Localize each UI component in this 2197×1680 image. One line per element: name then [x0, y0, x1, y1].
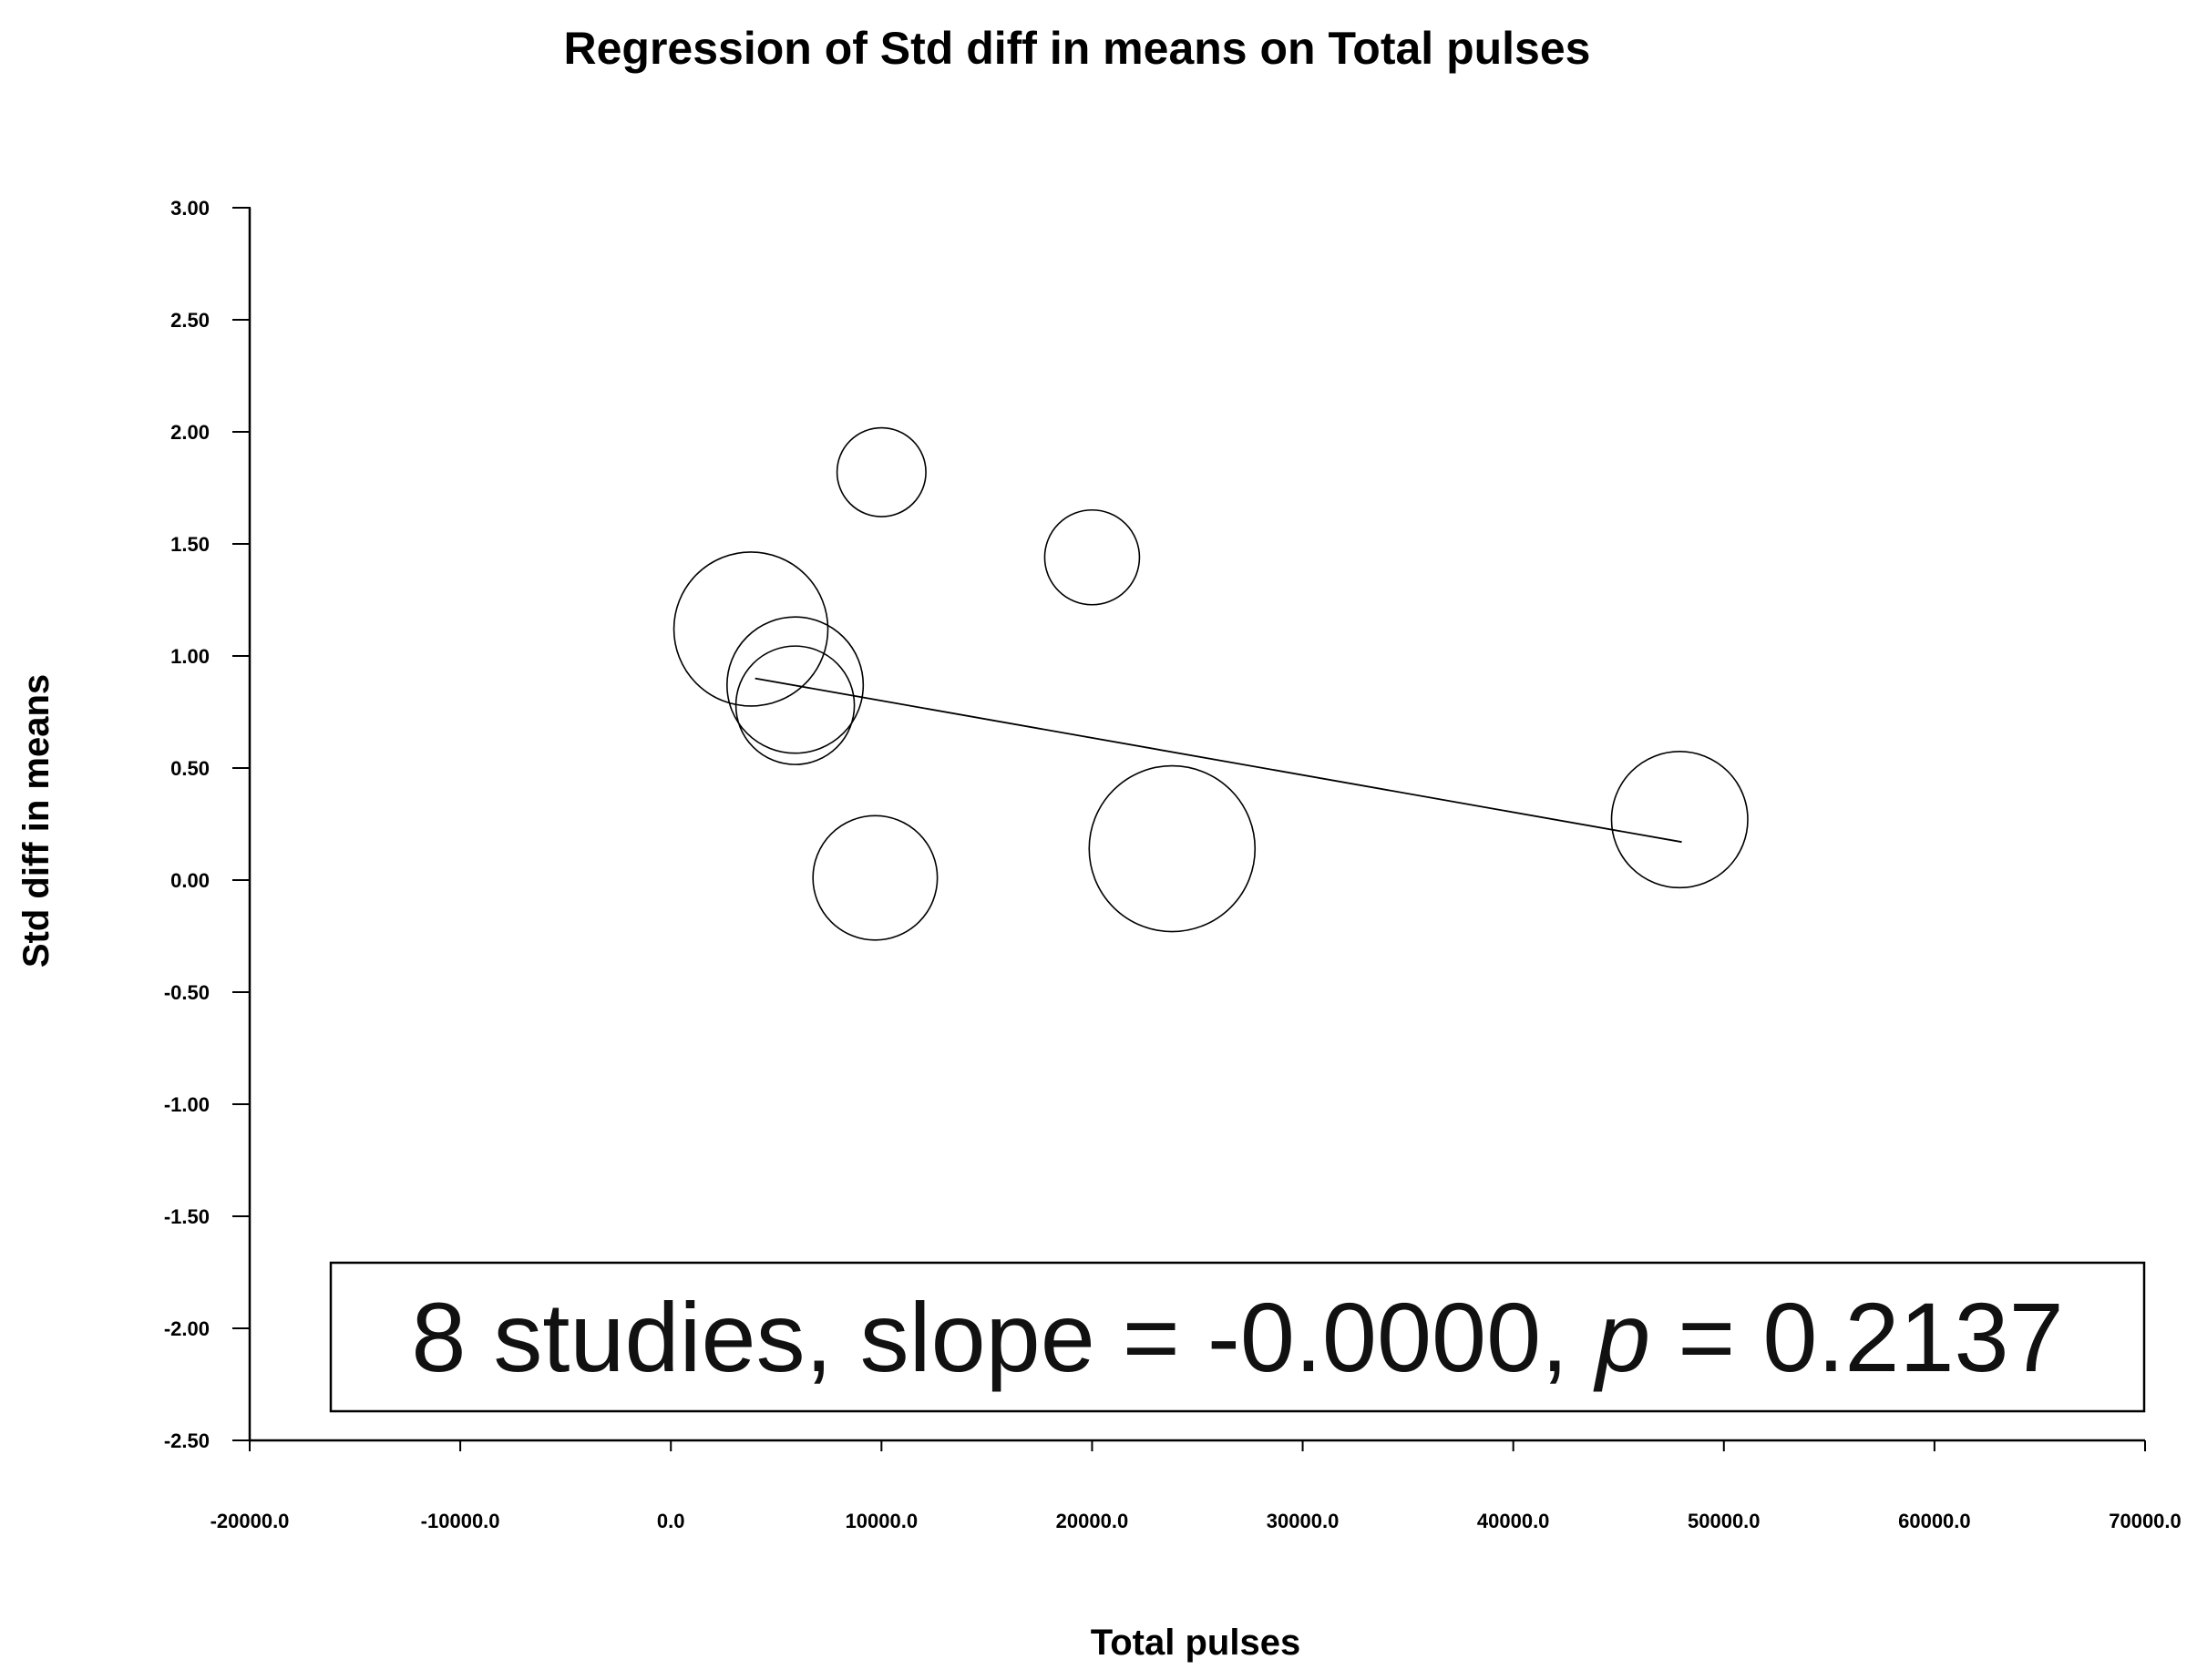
x-tick-label: 70000.0 — [2109, 1510, 2182, 1532]
y-tick-label: -2.50 — [164, 1429, 210, 1452]
regression-line — [755, 677, 1682, 844]
study-bubble — [1610, 751, 1749, 889]
chart-title: Regression of Std diff in means on Total… — [564, 23, 1591, 74]
y-tick-label: -1.50 — [164, 1205, 210, 1228]
y-axis-ticks: 3.00 2.50 2.00 1.50 1.00 0.50 0.00 -0.50 -1.00 -1… — [164, 197, 251, 1452]
x-axis-title: Total pulses — [1091, 1623, 1300, 1663]
study-bubble — [836, 426, 927, 517]
y-tick-label: 0.50 — [170, 757, 210, 780]
study-bubble — [726, 616, 865, 754]
y-tick-label: -0.50 — [164, 981, 210, 1004]
x-tick-label: 60000.0 — [1898, 1510, 1971, 1532]
x-tick-label: 30000.0 — [1267, 1510, 1340, 1532]
y-tick-label: 2.50 — [170, 309, 210, 332]
x-tick-label: -20000.0 — [210, 1510, 290, 1532]
annotation-box — [329, 1261, 2146, 1413]
x-tick-label: -10000.0 — [421, 1510, 500, 1532]
x-tick-label: 20000.0 — [1056, 1510, 1129, 1532]
study-bubble — [1043, 508, 1141, 606]
y-tick-label: 3.00 — [170, 197, 210, 220]
y-tick-label: -1.00 — [164, 1093, 210, 1116]
y-tick-label: 0.00 — [170, 869, 210, 892]
y-tick-label: -2.00 — [164, 1317, 210, 1340]
study-bubble — [1088, 764, 1257, 933]
y-tick-label: 1.00 — [170, 645, 210, 668]
study-bubbles — [672, 426, 1749, 941]
y-tick-label: 1.50 — [170, 533, 210, 556]
x-tick-label: 10000.0 — [846, 1510, 919, 1532]
study-bubble — [672, 551, 829, 707]
study-bubble — [812, 814, 939, 941]
x-axis-ticks: -20000.0 -10000.0 0.0 10000.0 20000.0 30000.0… — [210, 1440, 2182, 1532]
annotation-p-symbol: p — [1593, 1282, 1650, 1392]
annotation-text: 8 studies, slope = -0.0000, p = 0.2137 — [411, 1282, 2063, 1392]
x-tick-label: 0.0 — [657, 1510, 685, 1532]
y-tick-label: 2.00 — [170, 421, 210, 444]
annotation-suffix: = 0.2137 — [1650, 1282, 2063, 1392]
plot-area: 3.00 2.50 2.00 1.50 1.00 0.50 0.00 -0.50 -1.00 -1… — [164, 197, 2182, 1532]
x-tick-label: 40000.0 — [1477, 1510, 1550, 1532]
y-axis-title: Std diff in means — [16, 674, 56, 968]
study-bubble — [734, 645, 856, 765]
x-tick-label: 50000.0 — [1688, 1510, 1761, 1532]
annotation-box-group: 8 studies, slope = -0.0000, p = 0.2137 — [329, 1261, 2146, 1413]
annotation-prefix: 8 studies, slope = -0.0000, — [411, 1282, 1596, 1392]
